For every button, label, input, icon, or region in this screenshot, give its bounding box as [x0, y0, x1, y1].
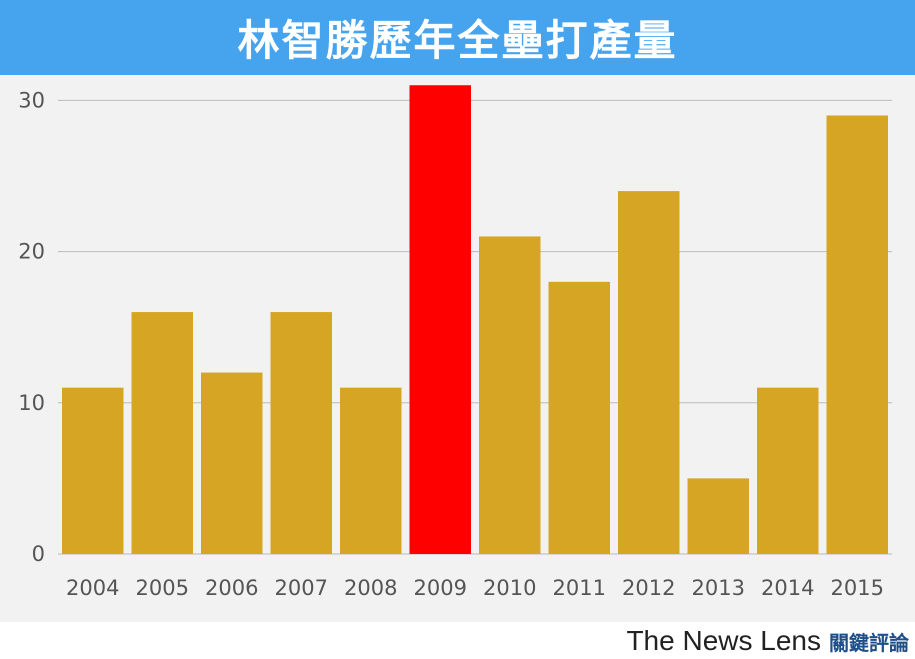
brand-name-en: The News Lens: [626, 625, 821, 656]
bars: [62, 85, 889, 555]
x-tick-label: 2008: [344, 576, 397, 600]
bar-2013[interactable]: [687, 478, 750, 554]
bar-2012[interactable]: [618, 191, 680, 554]
x-tick-label: 2009: [414, 576, 467, 600]
x-tick-label: 2004: [66, 576, 119, 600]
x-tick-label: 2006: [205, 576, 258, 600]
y-tick-label: 10: [18, 391, 45, 415]
y-tick-label: 0: [32, 542, 45, 566]
bar-2005[interactable]: [131, 312, 194, 554]
bar-2007[interactable]: [270, 312, 333, 554]
brand-logo[interactable]: The News Lens 關鍵評論: [626, 624, 909, 658]
title-banner: 林智勝歷年全壘打產量: [0, 0, 915, 75]
y-tick-label: 20: [18, 240, 45, 264]
footer: The News Lens 關鍵評論: [0, 622, 915, 659]
bar-2004[interactable]: [62, 387, 124, 554]
bar-2008[interactable]: [340, 387, 402, 554]
bar-2015[interactable]: [826, 115, 889, 554]
bar-2006[interactable]: [201, 372, 263, 554]
x-tick-label: 2015: [831, 576, 884, 600]
bar-2010[interactable]: [479, 236, 541, 555]
x-tick-label: 2011: [553, 576, 606, 600]
x-tick-label: 2005: [136, 576, 189, 600]
y-tick-label: 30: [18, 88, 45, 112]
x-tick-label: 2007: [275, 576, 328, 600]
x-axis-ticks: 2004 2005 2006 2007 2008 2009 2010 2011 2012 2013…: [66, 576, 884, 600]
bar-2011[interactable]: [548, 281, 611, 554]
brand-name-zh: 關鍵評論: [829, 630, 909, 655]
chart-title: 林智勝歷年全壘打產量: [237, 16, 678, 65]
x-tick-label: 2010: [483, 576, 536, 600]
x-tick-label: 2014: [761, 576, 814, 600]
y-axis-ticks: 0 10 20 30: [18, 88, 45, 566]
x-tick-label: 2013: [692, 576, 745, 600]
gridlines: [58, 99, 892, 555]
bar-chart: 0 10 20 30 2004 2005 2006 2007 2008 2009 2010 2011…: [18, 85, 892, 600]
bar-2014[interactable]: [757, 387, 819, 554]
bar-2009[interactable]: [409, 85, 472, 554]
x-tick-label: 2012: [622, 576, 675, 600]
